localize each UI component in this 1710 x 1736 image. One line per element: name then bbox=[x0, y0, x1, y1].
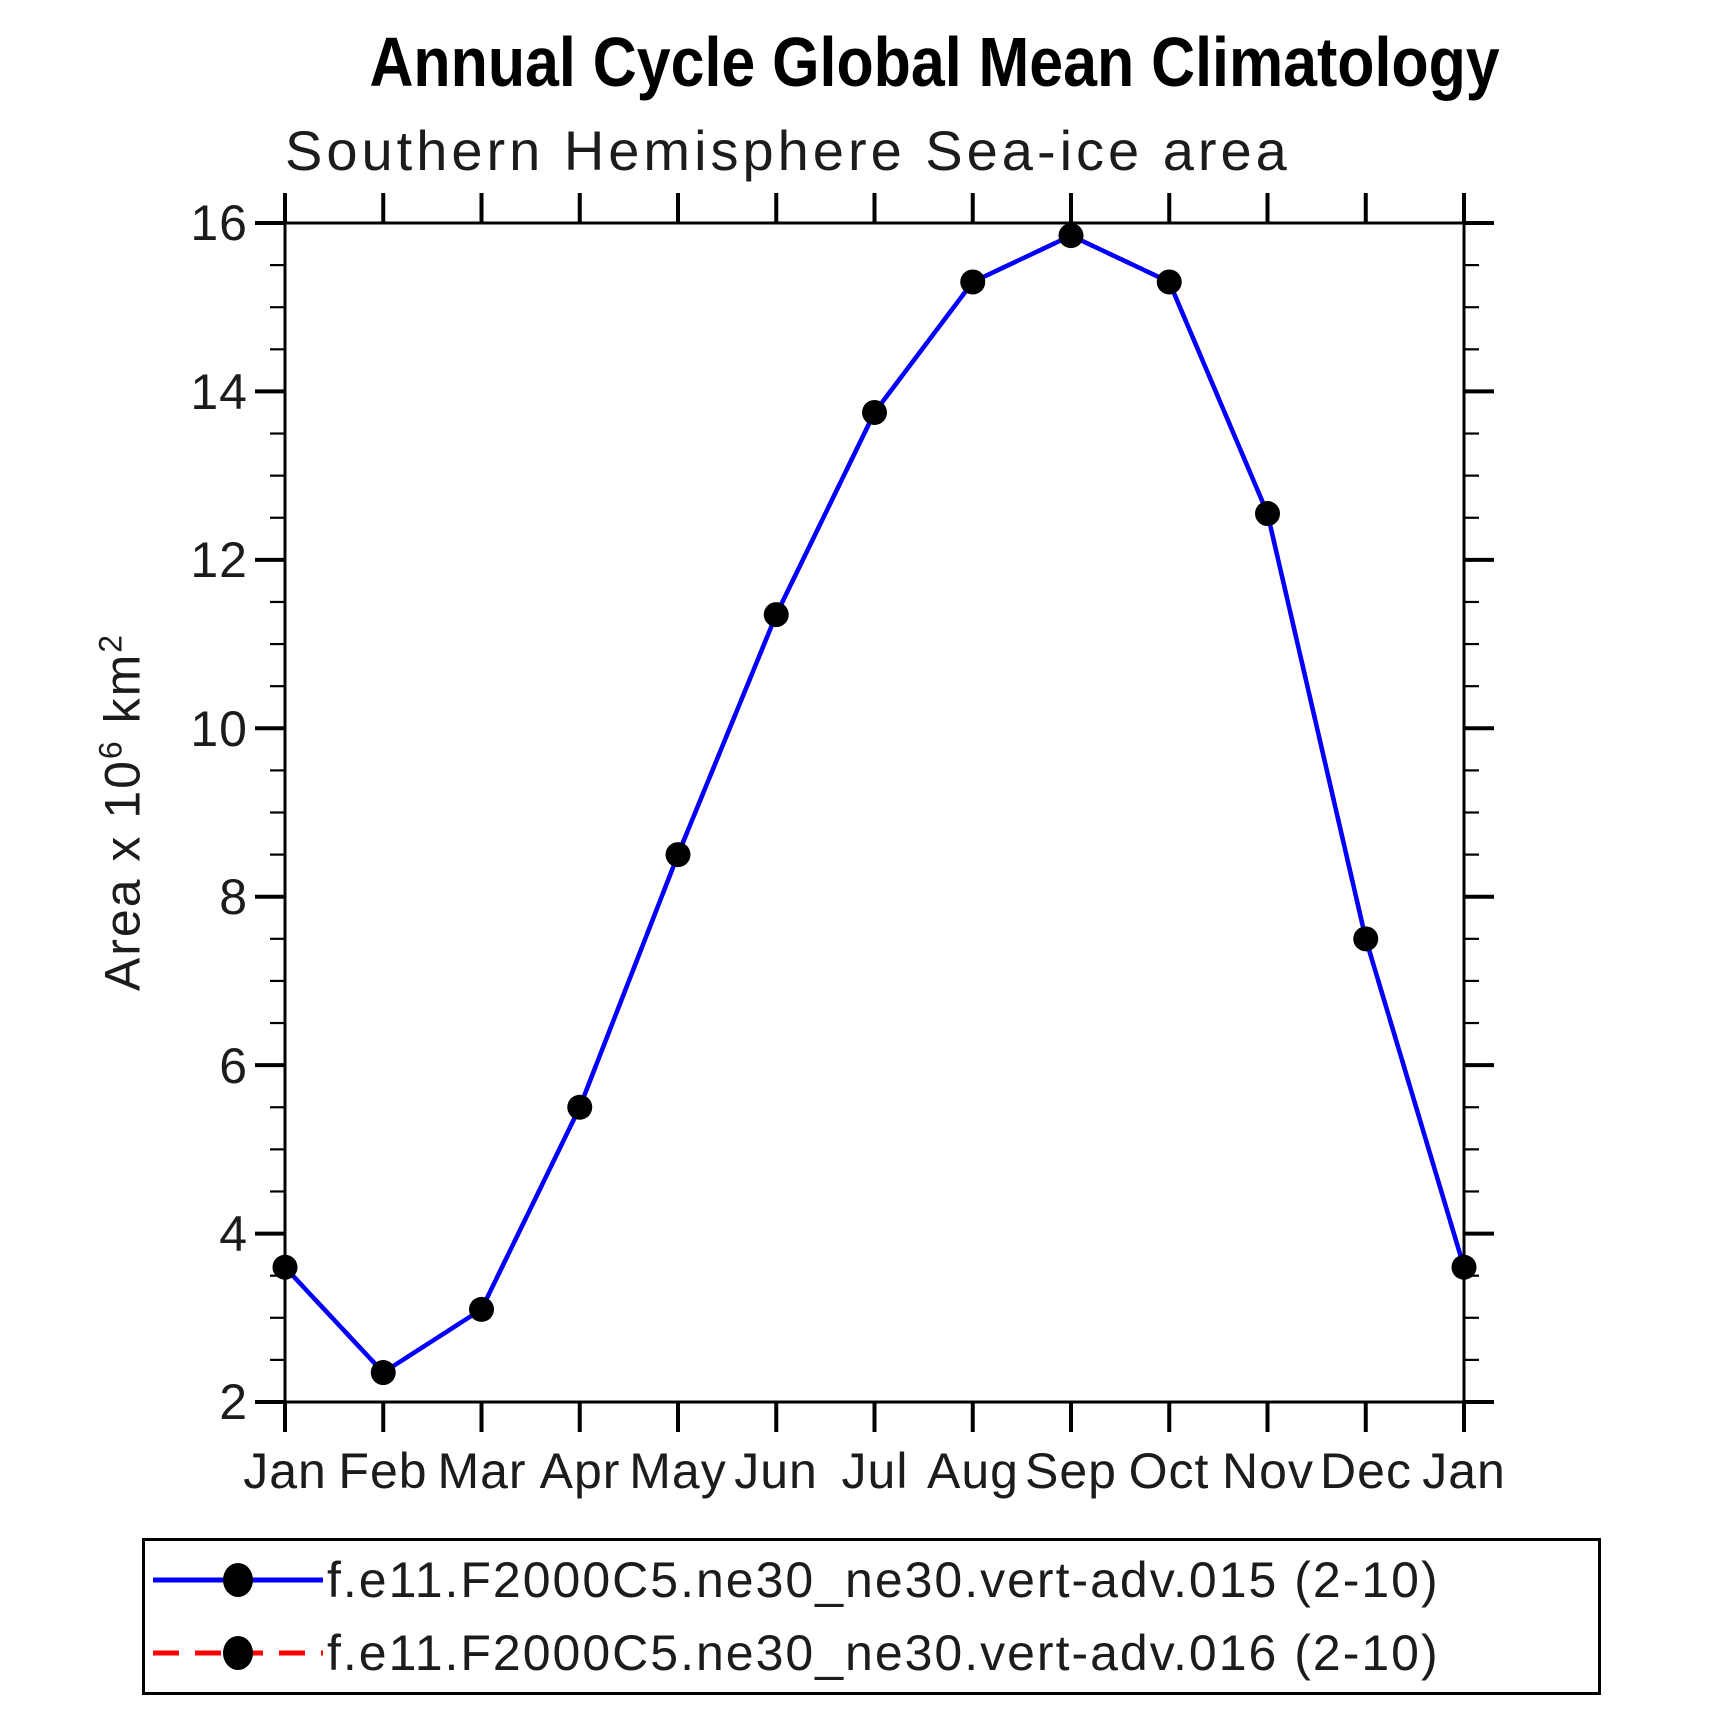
x-tick-label: Nov bbox=[1222, 1443, 1314, 1499]
x-tick-label: Jun bbox=[734, 1443, 818, 1499]
x-tick-label: Apr bbox=[540, 1443, 621, 1499]
data-point bbox=[960, 269, 986, 295]
x-axis-tick-labels: Jan Feb Mar Apr May Jun Jul Aug Sep Oct … bbox=[243, 1443, 1506, 1499]
chart-title: Annual Cycle Global Mean Climatology bbox=[285, 22, 1499, 102]
data-point bbox=[1353, 926, 1379, 952]
x-tick-label: May bbox=[629, 1443, 726, 1499]
legend-marker-dot bbox=[223, 1563, 253, 1597]
data-point bbox=[567, 1094, 593, 1120]
y-tick-label: 4 bbox=[219, 1206, 248, 1262]
data-series bbox=[272, 223, 1477, 1386]
data-point bbox=[1058, 223, 1084, 249]
data-point bbox=[272, 1254, 298, 1280]
data-point bbox=[1255, 501, 1280, 527]
legend-marker-dot bbox=[223, 1636, 253, 1670]
x-tick-label: Oct bbox=[1129, 1443, 1210, 1499]
legend-label: f.e11.F2000C5.ne30_ne30.vert-adv.016 (2-… bbox=[327, 1625, 1440, 1681]
data-point bbox=[862, 399, 887, 425]
axis-ticks bbox=[255, 193, 1494, 1432]
y-tick-label: 6 bbox=[219, 1038, 248, 1094]
x-tick-label: Jan bbox=[1422, 1443, 1506, 1499]
legend-line-sample-dashed bbox=[153, 1636, 323, 1670]
x-tick-label: Feb bbox=[338, 1443, 427, 1499]
y-tick-label: 2 bbox=[219, 1374, 248, 1430]
data-point bbox=[370, 1360, 396, 1386]
y-tick-label: 14 bbox=[190, 364, 248, 420]
y-tick-label: 12 bbox=[190, 532, 248, 588]
chart-title-text: Annual Cycle Global Mean Climatology bbox=[369, 23, 1500, 101]
data-point bbox=[763, 602, 789, 628]
legend-entry: f.e11.F2000C5.ne30_ne30.vert-adv.015 (2-… bbox=[149, 1544, 1598, 1616]
x-tick-label: Dec bbox=[1320, 1443, 1412, 1499]
x-tick-label: Jul bbox=[842, 1443, 909, 1499]
chart-subtitle: Southern Hemisphere Sea-ice area bbox=[285, 119, 1291, 182]
x-tick-label: Jan bbox=[243, 1443, 327, 1499]
x-tick-label: Sep bbox=[1025, 1443, 1117, 1499]
data-point bbox=[1156, 269, 1182, 295]
y-tick-label: 16 bbox=[190, 195, 248, 251]
x-tick-label: Aug bbox=[927, 1443, 1019, 1499]
plot-frame bbox=[283, 221, 1466, 1404]
data-point bbox=[665, 842, 691, 868]
x-tick-label: Mar bbox=[437, 1443, 526, 1499]
legend-line-sample-solid bbox=[153, 1563, 323, 1597]
y-tick-label: 8 bbox=[219, 869, 248, 925]
data-point bbox=[469, 1296, 494, 1322]
legend-label: f.e11.F2000C5.ne30_ne30.vert-adv.015 (2-… bbox=[327, 1552, 1440, 1608]
data-point-markers bbox=[272, 223, 1477, 1386]
y-tick-label: 10 bbox=[190, 701, 248, 757]
data-point bbox=[1451, 1254, 1477, 1280]
legend-entry: f.e11.F2000C5.ne30_ne30.vert-adv.016 (2-… bbox=[149, 1617, 1598, 1689]
legend: f.e11.F2000C5.ne30_ne30.vert-adv.015 (2-… bbox=[142, 1538, 1601, 1695]
y-axis-tick-labels: 2 4 6 8 10 12 14 16 bbox=[190, 195, 248, 1430]
